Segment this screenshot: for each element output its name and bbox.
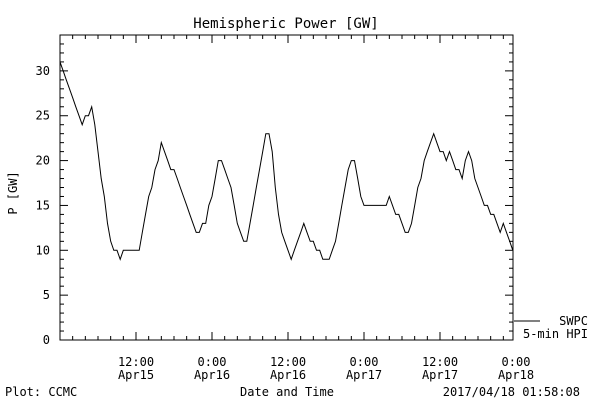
x-axis-label: Date and Time bbox=[240, 385, 334, 399]
legend-label-swpc: SWPC bbox=[559, 314, 588, 328]
x-tick-time-label: 12:00 bbox=[118, 355, 154, 369]
y-axis-label: P [GW] bbox=[6, 171, 20, 214]
legend-label-5-min-hpi: 5-min HPI bbox=[523, 327, 588, 341]
y-tick-label: 10 bbox=[36, 243, 50, 257]
x-tick-date-label: Apr17 bbox=[346, 368, 382, 382]
x-axis-ticks: 12:00Apr150:00Apr1612:00Apr160:00Apr1712… bbox=[72, 35, 534, 382]
plot-frame bbox=[59, 34, 514, 341]
y-tick-label: 5 bbox=[43, 288, 50, 302]
x-tick-date-label: Apr18 bbox=[498, 368, 534, 382]
y-tick-label: 0 bbox=[43, 333, 50, 347]
x-tick-time-label: 0:00 bbox=[502, 355, 531, 369]
y-tick-label: 15 bbox=[36, 198, 50, 212]
y-tick-label: 20 bbox=[36, 154, 50, 168]
chart-title: Hemispheric Power [GW] bbox=[193, 16, 378, 32]
x-tick-date-label: Apr17 bbox=[422, 368, 458, 382]
x-tick-date-label: Apr16 bbox=[194, 368, 230, 382]
x-tick-time-label: 0:00 bbox=[198, 355, 227, 369]
x-tick-time-label: 12:00 bbox=[270, 355, 306, 369]
x-tick-time-label: 0:00 bbox=[350, 355, 379, 369]
y-axis-ticks: 0 5 10 15 20 25 30 bbox=[36, 43, 513, 347]
y-tick-label: 30 bbox=[36, 64, 50, 78]
x-tick-time-label: 12:00 bbox=[422, 355, 458, 369]
x-tick-date-label: Apr15 bbox=[118, 368, 154, 382]
y-tick-label: 25 bbox=[36, 109, 50, 123]
footer-right: 2017/04/18 01:58:08 bbox=[443, 385, 580, 399]
footer-left: Plot: CCMC bbox=[5, 385, 77, 399]
series-line-5-min-hpi bbox=[59, 61, 514, 261]
x-tick-date-label: Apr16 bbox=[270, 368, 306, 382]
